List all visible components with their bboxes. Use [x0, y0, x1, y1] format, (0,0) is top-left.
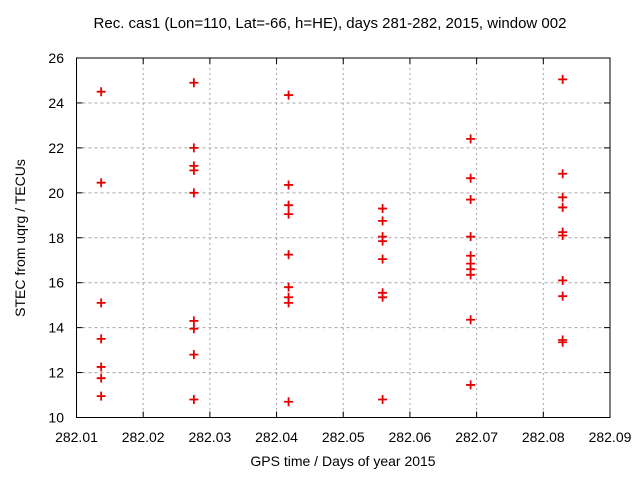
x-tick-label: 282.08 [522, 429, 565, 445]
data-point [96, 334, 106, 344]
data-point [189, 78, 199, 88]
data-point [558, 231, 568, 241]
y-tick-label: 10 [48, 410, 64, 426]
data-point [558, 337, 568, 347]
axis-ticks [76, 57, 611, 418]
data-point [558, 275, 568, 285]
x-tick-label: 282.06 [389, 429, 432, 445]
x-tick-label: 282.02 [122, 429, 165, 445]
data-point [284, 180, 294, 190]
data-point [378, 254, 388, 264]
data-point [189, 143, 199, 153]
x-tick-label: 282.03 [188, 429, 231, 445]
data-point [96, 391, 106, 401]
chart-title: Rec. cas1 (Lon=110, Lat=-66, h=HE), days… [93, 15, 567, 32]
grid-lines [76, 58, 610, 418]
data-point [284, 298, 294, 308]
data-point [284, 200, 294, 210]
data-point [284, 250, 294, 260]
y-tick-label: 24 [48, 95, 64, 111]
data-point [558, 74, 568, 84]
data-point [466, 195, 476, 205]
data-point [378, 216, 388, 226]
x-tick-label: 282.09 [589, 429, 632, 445]
y-tick-label: 12 [48, 365, 64, 381]
x-tick-label: 282.04 [255, 429, 298, 445]
x-axis-label: GPS time / Days of year 2015 [250, 453, 436, 469]
data-point [189, 188, 199, 198]
data-point [378, 395, 388, 405]
y-tick-label: 18 [48, 230, 64, 246]
data-point [96, 373, 106, 383]
data-point [466, 380, 476, 390]
data-point [96, 362, 106, 372]
data-point [96, 87, 106, 97]
x-tick-label: 282.05 [322, 429, 365, 445]
y-tick-label: 26 [48, 50, 64, 66]
data-point [96, 298, 106, 308]
data-points [96, 74, 568, 407]
data-point [189, 350, 199, 360]
data-point [378, 292, 388, 302]
data-point [378, 236, 388, 246]
data-point [378, 204, 388, 214]
data-point [466, 232, 476, 242]
data-point [189, 395, 199, 405]
y-tick-label: 20 [48, 185, 64, 201]
data-point [466, 251, 476, 261]
data-point [189, 165, 199, 175]
x-tick-label: 282.07 [455, 429, 498, 445]
y-tick-label: 16 [48, 275, 64, 291]
data-point [284, 397, 294, 407]
y-tick-label: 22 [48, 140, 64, 156]
y-tick-labels: 10 12 14 16 18 20 22 24 26 [48, 50, 64, 426]
y-axis-label: STEC from uqrg / TECUs [12, 159, 28, 317]
data-point [466, 173, 476, 183]
y-tick-label: 14 [48, 320, 64, 336]
data-point [558, 202, 568, 212]
data-point [284, 282, 294, 292]
data-point [558, 169, 568, 179]
data-point [284, 90, 294, 100]
data-point [189, 316, 199, 326]
data-point [96, 178, 106, 188]
x-tick-labels: 282.01 282.02 282.03 282.04 282.05 282.06 282.… [55, 429, 632, 445]
data-point [466, 315, 476, 325]
data-point [558, 192, 568, 202]
x-tick-label: 282.01 [55, 429, 98, 445]
data-point [284, 209, 294, 219]
data-point [466, 134, 476, 144]
data-point [189, 324, 199, 334]
data-point [558, 291, 568, 301]
data-point [466, 270, 476, 280]
